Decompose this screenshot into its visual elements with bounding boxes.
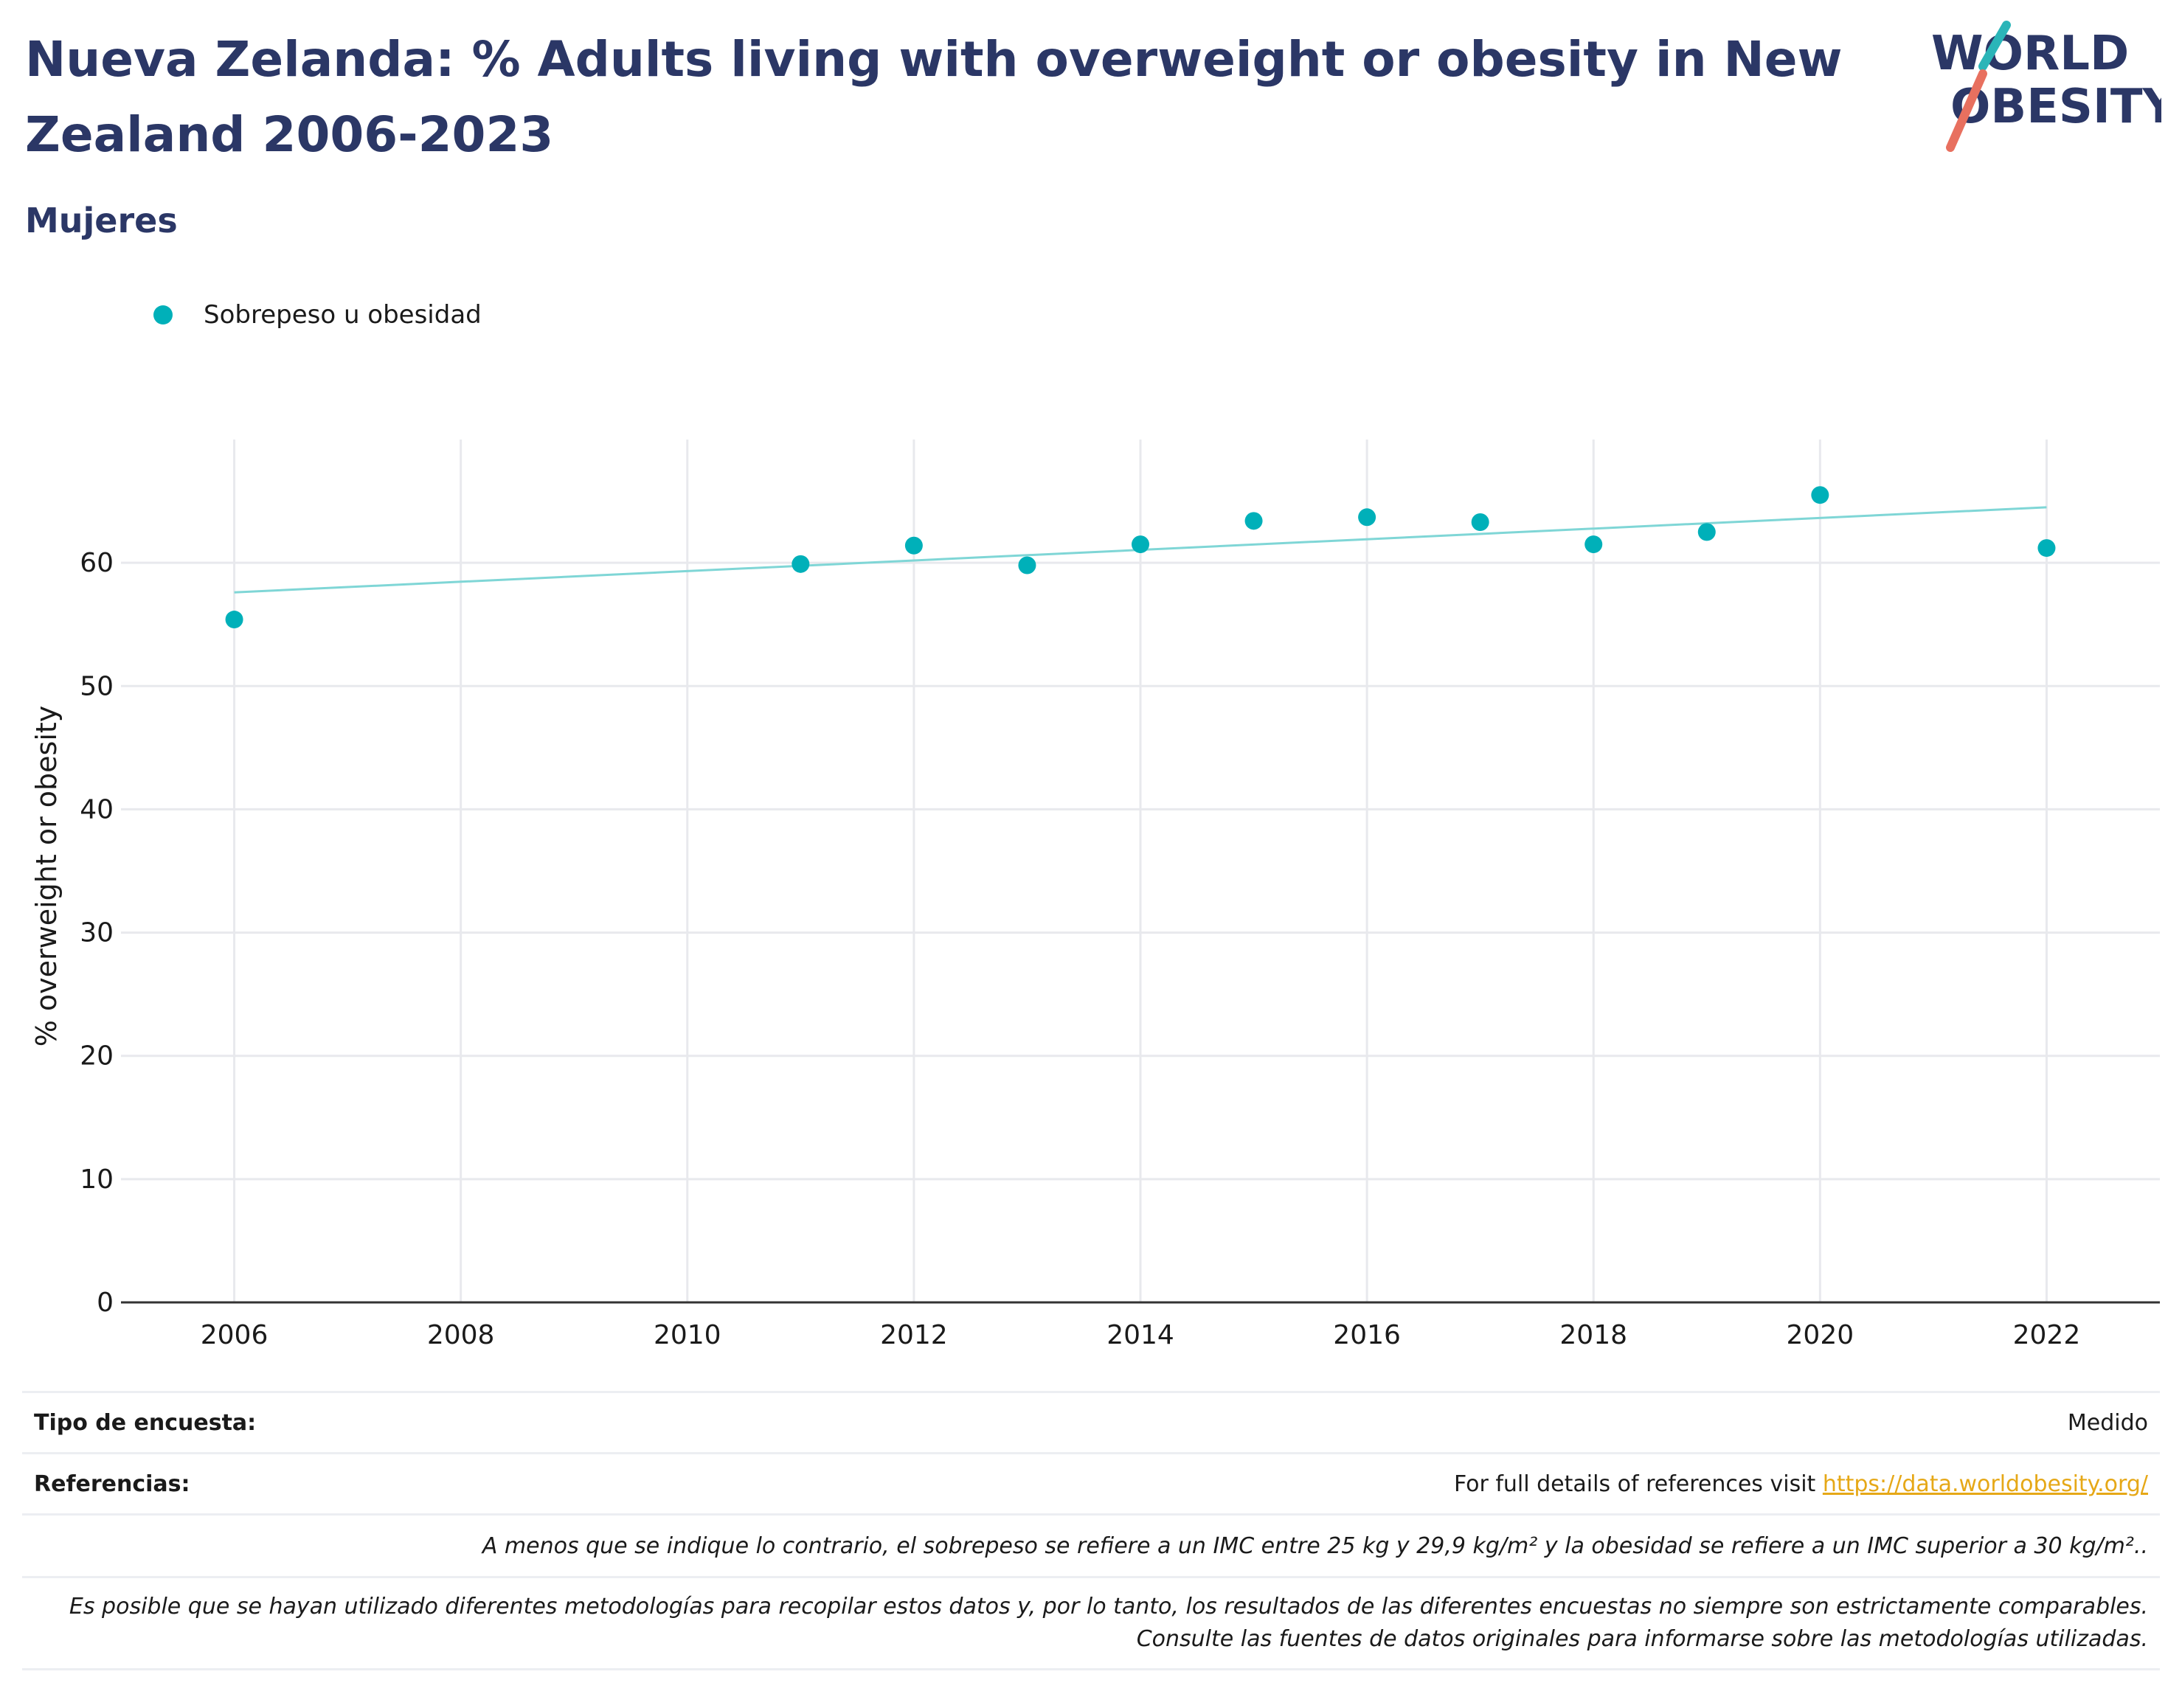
- x-tick-label-2006: 2006: [201, 1320, 269, 1350]
- data-point-2016: [1358, 508, 1376, 527]
- data-point-2015: [1244, 512, 1263, 530]
- x-tick-label-2016: 2016: [1333, 1320, 1401, 1350]
- data-point-2006: [225, 611, 243, 629]
- data-point-2013: [1018, 556, 1036, 574]
- logo-teal-slash: [1978, 21, 2011, 71]
- chart-title: Nueva Zelanda: % Adults living with over…: [25, 31, 1843, 163]
- y-tick-label-10: 10: [80, 1164, 114, 1195]
- y-tick-label-40: 40: [80, 794, 114, 825]
- legend-label: Sobrepeso u obesidad: [204, 300, 482, 330]
- legend-marker: [153, 305, 173, 324]
- chart-footer: Tipo de encuesta: Medido Referencias: Fo…: [22, 1391, 2160, 1670]
- data-point-2014: [1132, 535, 1149, 554]
- data-point-2019: [1697, 523, 1716, 541]
- references-text-wrap: For full details of references visit htt…: [1454, 1471, 2148, 1497]
- survey-type-value: Medido: [2067, 1409, 2148, 1436]
- logo-line2: OBESITY: [1950, 80, 2161, 134]
- x-tick-label-2022: 2022: [2013, 1320, 2081, 1350]
- survey-type-row: Tipo de encuesta: Medido: [22, 1391, 2160, 1452]
- references-row: Referencias: For full details of referen…: [22, 1452, 2160, 1513]
- data-point-2011: [792, 555, 810, 573]
- x-tick-label-2010: 2010: [654, 1320, 721, 1350]
- x-tick-label-2020: 2020: [1787, 1320, 1854, 1350]
- data-point-2020: [1811, 486, 1829, 504]
- world-obesity-logo: WORLD OBESITY: [1931, 21, 2161, 152]
- y-tick-label-20: 20: [80, 1041, 114, 1072]
- y-axis-label: % overweight or obesity: [30, 706, 63, 1047]
- bmi-note-row: A menos que se indique lo contrario, el …: [22, 1513, 2160, 1576]
- survey-type-label: Tipo de encuesta:: [34, 1409, 257, 1436]
- methodology-note-row: Es posible que se hayan utilizado difere…: [22, 1576, 2160, 1670]
- x-tick-label-2018: 2018: [1559, 1320, 1627, 1350]
- data-point-2018: [1584, 535, 1603, 554]
- y-tick-label-0: 0: [97, 1288, 114, 1318]
- x-tick-label-2014: 2014: [1106, 1320, 1174, 1350]
- logo-red-slash: [1946, 69, 1987, 152]
- y-tick-label-60: 60: [80, 548, 114, 578]
- data-point-2017: [1471, 513, 1489, 531]
- logo-line1: WORLD: [1931, 27, 2129, 81]
- chart-legend[interactable]: Sobrepeso u obesidad: [153, 296, 482, 333]
- chart-subtitle: Mujeres: [25, 201, 178, 240]
- methodology-note: Es posible que se hayan utilizado difere…: [69, 1594, 2148, 1652]
- x-tick-label-2012: 2012: [880, 1320, 948, 1350]
- data-point-2012: [904, 536, 923, 555]
- bmi-note: A menos que se indique lo contrario, el …: [482, 1532, 2148, 1559]
- references-link[interactable]: https://data.worldobesity.org/: [1822, 1471, 2148, 1497]
- y-tick-label-30: 30: [80, 918, 114, 948]
- references-text: For full details of references visit: [1453, 1471, 1823, 1497]
- data-point-2022: [2037, 539, 2056, 558]
- references-label: Referencias:: [34, 1471, 190, 1497]
- scatter-chart: 2006 2008 2010 2012 2014 2016 2018 2020 2022 0 10 2…: [30, 440, 2160, 1350]
- y-tick-label-50: 50: [80, 671, 114, 701]
- x-tick-label-2008: 2008: [427, 1320, 495, 1350]
